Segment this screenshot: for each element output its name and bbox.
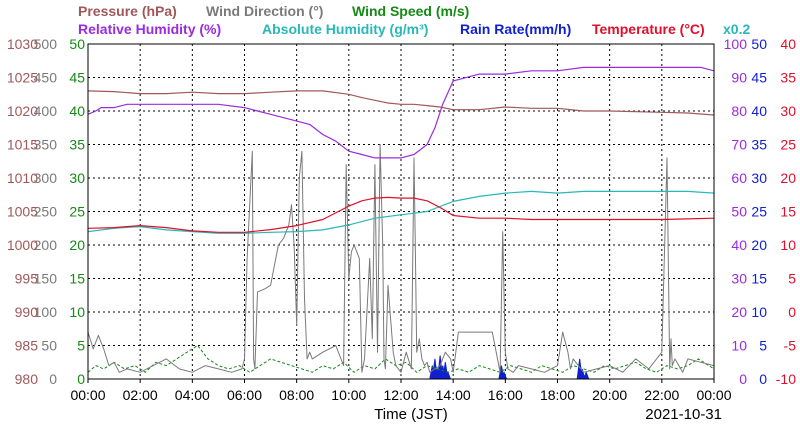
right-tick-humidity: 30 bbox=[731, 271, 747, 287]
left-tick-wind-direction: 350 bbox=[34, 137, 58, 153]
right-tick-humidity: 20 bbox=[731, 304, 747, 320]
x-tick-label: 14:00 bbox=[436, 387, 471, 403]
x-tick-label: 02:00 bbox=[123, 387, 158, 403]
legend-temperature: Temperature (°C) bbox=[592, 21, 705, 37]
right-tick-rain-rate: 20 bbox=[751, 237, 767, 253]
left-tick-wind-direction: 500 bbox=[34, 36, 58, 52]
right-tick-temperature: 30 bbox=[780, 103, 796, 119]
right-tick-rain-rate: 45 bbox=[751, 70, 767, 86]
right-tick-temperature: -10 bbox=[776, 371, 796, 387]
right-tick-temperature: 0 bbox=[788, 304, 796, 320]
legend-absolute-humidity: x0.2 bbox=[723, 21, 750, 37]
left-tick-wind-direction: 250 bbox=[34, 204, 58, 220]
x-tick-label: 18:00 bbox=[540, 387, 575, 403]
legend-rain-rate: Rain Rate(mm/h) bbox=[460, 21, 571, 37]
legend-wind-direction: Wind Direction (°) bbox=[206, 3, 323, 19]
x-tick-label: 06:00 bbox=[227, 387, 262, 403]
left-axes: 9809859909951000100510101015102010251030… bbox=[7, 36, 85, 387]
right-tick-rain-rate: 35 bbox=[751, 137, 767, 153]
right-tick-humidity: 10 bbox=[731, 338, 747, 354]
right-tick-temperature: -5 bbox=[784, 338, 797, 354]
right-tick-rain-rate: 25 bbox=[751, 204, 767, 220]
x-tick-label: 04:00 bbox=[175, 387, 210, 403]
right-tick-temperature: 25 bbox=[780, 137, 796, 153]
left-tick-pressure: 985 bbox=[15, 338, 39, 354]
left-tick-wind-direction: 100 bbox=[34, 304, 58, 320]
left-tick-wind-speed: 0 bbox=[77, 371, 85, 387]
left-tick-wind-speed: 10 bbox=[69, 304, 85, 320]
rain-bar bbox=[584, 372, 589, 379]
left-tick-wind-speed: 50 bbox=[69, 36, 85, 52]
right-tick-rain-rate: 40 bbox=[751, 103, 767, 119]
right-tick-rain-rate: 0 bbox=[759, 371, 767, 387]
grid bbox=[88, 44, 714, 379]
x-tick-label: 20:00 bbox=[592, 387, 627, 403]
left-tick-wind-direction: 300 bbox=[34, 170, 58, 186]
legend-humidity: Relative Humidity (%) bbox=[78, 21, 221, 37]
right-tick-rain-rate: 15 bbox=[751, 271, 767, 287]
right-axes: 0102030405060708090100051015202530354045… bbox=[724, 36, 797, 387]
x-tick-label: 08:00 bbox=[279, 387, 314, 403]
legend: Pressure (hPa) Wind Direction (°) Wind Spe… bbox=[78, 3, 750, 37]
left-tick-wind-direction: 0 bbox=[49, 371, 57, 387]
x-axis-label: Time (JST) bbox=[374, 406, 448, 423]
left-tick-wind-direction: 50 bbox=[41, 338, 57, 354]
right-tick-rain-rate: 50 bbox=[751, 36, 767, 52]
right-tick-humidity: 50 bbox=[731, 204, 747, 220]
right-tick-humidity: 80 bbox=[731, 103, 747, 119]
left-tick-wind-speed: 30 bbox=[69, 170, 85, 186]
right-tick-temperature: 20 bbox=[780, 170, 796, 186]
left-tick-wind-speed: 40 bbox=[69, 103, 85, 119]
left-tick-pressure: 980 bbox=[15, 371, 39, 387]
x-tick-label: 00:00 bbox=[70, 387, 105, 403]
x-tick-label: 10:00 bbox=[331, 387, 366, 403]
right-tick-temperature: 40 bbox=[780, 36, 796, 52]
left-tick-wind-direction: 200 bbox=[34, 237, 58, 253]
left-tick-wind-speed: 45 bbox=[69, 70, 85, 86]
x-tick-label: 00:00 bbox=[696, 387, 731, 403]
legend-absolute-humidity: Absolute Humidity (g/m³) bbox=[262, 21, 428, 37]
x-tick-label: 22:00 bbox=[644, 387, 679, 403]
right-tick-humidity: 60 bbox=[731, 170, 747, 186]
left-tick-wind-direction: 450 bbox=[34, 70, 58, 86]
right-tick-humidity: 90 bbox=[731, 70, 747, 86]
right-tick-humidity: 70 bbox=[731, 137, 747, 153]
right-tick-rain-rate: 10 bbox=[751, 304, 767, 320]
left-tick-wind-speed: 20 bbox=[69, 237, 85, 253]
right-tick-rain-rate: 5 bbox=[759, 338, 767, 354]
right-tick-humidity: 40 bbox=[731, 237, 747, 253]
right-tick-humidity: 100 bbox=[724, 36, 748, 52]
left-tick-wind-direction: 400 bbox=[34, 103, 58, 119]
left-tick-wind-speed: 25 bbox=[69, 204, 85, 220]
x-axis: 00:00 02:00 04:00 06:00 08:00 10:00 12:00 14:00… bbox=[70, 379, 731, 403]
x-tick-label: 16:00 bbox=[488, 387, 523, 403]
right-tick-temperature: 5 bbox=[788, 271, 796, 287]
right-tick-humidity: 0 bbox=[739, 371, 747, 387]
legend-wind-speed: Wind Speed (m/s) bbox=[352, 3, 469, 19]
left-tick-wind-speed: 5 bbox=[77, 338, 85, 354]
right-tick-temperature: 10 bbox=[780, 237, 796, 253]
x-tick-label: 12:00 bbox=[383, 387, 418, 403]
left-tick-wind-direction: 150 bbox=[34, 271, 58, 287]
right-tick-temperature: 35 bbox=[780, 70, 796, 86]
date-label: 2021-10-31 bbox=[645, 406, 722, 423]
series-wind-direction bbox=[88, 145, 714, 373]
left-tick-wind-speed: 15 bbox=[69, 271, 85, 287]
right-tick-rain-rate: 30 bbox=[751, 170, 767, 186]
right-tick-temperature: 15 bbox=[780, 204, 796, 220]
legend-pressure: Pressure (hPa) bbox=[78, 3, 177, 19]
left-tick-wind-speed: 35 bbox=[69, 137, 85, 153]
